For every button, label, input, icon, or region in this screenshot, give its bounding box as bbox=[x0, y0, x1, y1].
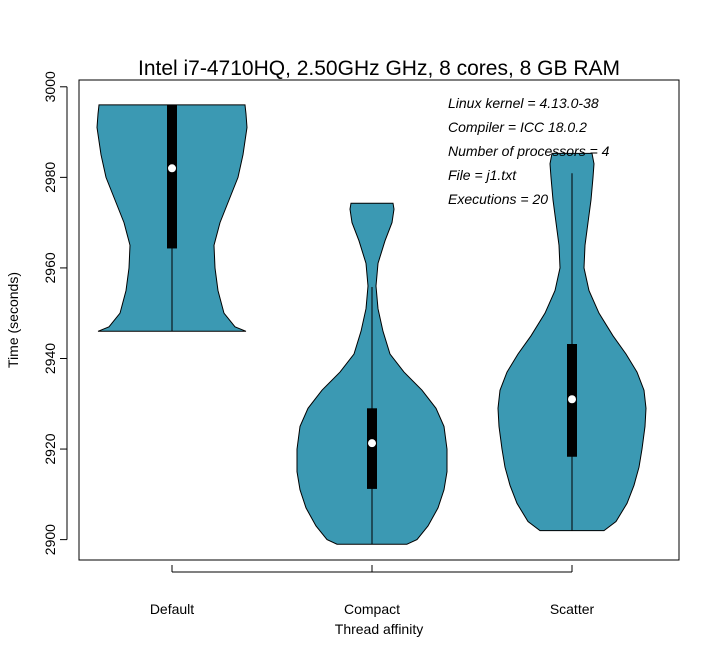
violin-iqr-box bbox=[367, 408, 377, 489]
annotation-block: Linux kernel = 4.13.0-38 Compiler = ICC 1… bbox=[448, 95, 610, 207]
violin-median-point bbox=[568, 395, 576, 404]
x-axis-label: Thread affinity bbox=[335, 621, 423, 637]
x-axis: Default Compact Scatter bbox=[150, 565, 595, 617]
y-tick-label: 3000 bbox=[42, 71, 58, 102]
annotation-line: Number of processors = 4 bbox=[448, 143, 610, 159]
chart-title: Intel i7-4710HQ, 2.50GHz GHz, 8 cores, 8… bbox=[138, 57, 620, 80]
y-tick-label: 2960 bbox=[42, 252, 58, 283]
y-tick-label: 2940 bbox=[42, 343, 58, 374]
y-axis-label: Time (seconds) bbox=[5, 272, 21, 368]
violin-median-point bbox=[368, 439, 376, 448]
violins-group bbox=[96, 104, 647, 545]
y-tick-label: 2900 bbox=[42, 524, 58, 555]
annotation-line: Linux kernel = 4.13.0-38 bbox=[448, 95, 599, 111]
y-tick-label: 2920 bbox=[42, 433, 58, 464]
x-tick-label: Compact bbox=[344, 601, 400, 617]
annotation-line: Executions = 20 bbox=[448, 191, 548, 207]
annotation-line: File = j1.txt bbox=[448, 167, 517, 183]
plot-frame bbox=[78, 79, 680, 561]
y-axis: 2900 2920 2940 2960 2980 3000 bbox=[42, 71, 68, 555]
x-tick-label: Default bbox=[150, 601, 194, 617]
y-tick-label: 2980 bbox=[42, 162, 58, 193]
violin-iqr-box bbox=[167, 104, 177, 249]
violin-median-point bbox=[168, 164, 176, 173]
x-tick-label: Scatter bbox=[550, 601, 595, 617]
annotation-line: Compiler = ICC 18.0.2 bbox=[448, 119, 587, 135]
